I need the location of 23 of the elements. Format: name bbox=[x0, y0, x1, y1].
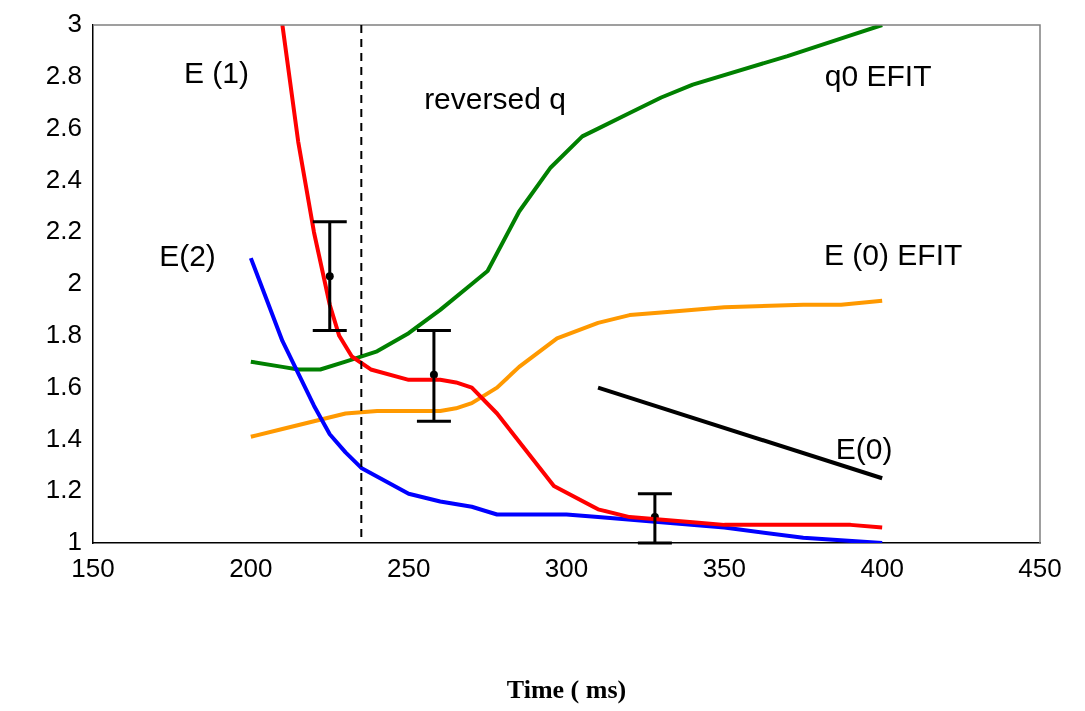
x-tick-label: 300 bbox=[544, 552, 589, 583]
series-label: q0 EFIT bbox=[824, 59, 932, 93]
y-tick-label: 1.4 bbox=[45, 422, 82, 453]
series-label: E(0) bbox=[835, 431, 893, 465]
y-tick-label: 1.8 bbox=[45, 318, 82, 349]
series-label: E (0) EFIT bbox=[823, 238, 963, 272]
x-axis-title: Time ( ms) bbox=[506, 675, 627, 705]
x-tick-label: 200 bbox=[229, 552, 273, 583]
y-tick-label: 2.6 bbox=[45, 111, 82, 142]
y-tick-label: 1.6 bbox=[45, 370, 82, 401]
y-tick-label: 2.4 bbox=[45, 163, 82, 194]
y-tick-label: 2 bbox=[67, 267, 82, 298]
series-label: E(2) bbox=[159, 239, 216, 273]
annotation: reversed q bbox=[424, 82, 566, 116]
x-tick-label: 350 bbox=[702, 552, 747, 583]
y-tick-label: 2.2 bbox=[45, 215, 82, 246]
y-tick-label: 2.8 bbox=[45, 59, 82, 90]
x-tick-label: 450 bbox=[1018, 552, 1062, 583]
y-tick-label: 3 bbox=[67, 8, 82, 39]
x-tick-label: 400 bbox=[860, 552, 904, 583]
x-tick-label: 250 bbox=[386, 552, 431, 583]
y-tick-label: 1.2 bbox=[45, 474, 82, 505]
series-label: E (1) bbox=[183, 56, 249, 90]
